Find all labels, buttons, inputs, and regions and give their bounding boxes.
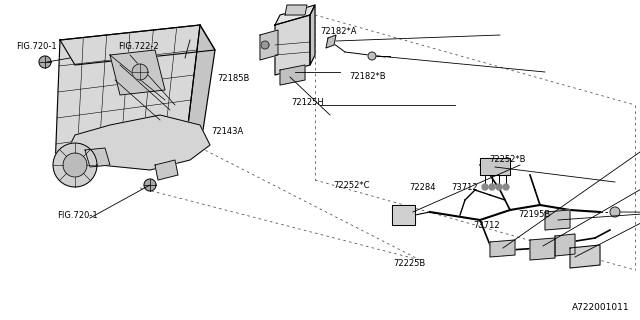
Polygon shape <box>489 184 495 190</box>
Text: 72143A: 72143A <box>211 127 243 136</box>
Polygon shape <box>503 184 509 190</box>
Text: 72252*C: 72252*C <box>333 181 369 190</box>
Text: 72225B: 72225B <box>394 260 426 268</box>
Polygon shape <box>63 153 87 177</box>
Text: A722001011: A722001011 <box>572 303 630 312</box>
Text: 73712: 73712 <box>451 183 478 192</box>
Polygon shape <box>490 240 515 257</box>
Polygon shape <box>310 5 315 65</box>
Text: 72182*B: 72182*B <box>349 72 385 81</box>
Polygon shape <box>155 160 178 180</box>
Polygon shape <box>261 41 269 49</box>
Polygon shape <box>496 184 502 190</box>
Polygon shape <box>275 5 315 25</box>
Polygon shape <box>144 179 156 191</box>
Polygon shape <box>610 207 620 217</box>
Text: 72252*B: 72252*B <box>490 156 526 164</box>
Polygon shape <box>70 115 210 170</box>
Polygon shape <box>392 205 415 225</box>
Polygon shape <box>482 184 488 190</box>
Polygon shape <box>280 65 305 85</box>
Text: 72284: 72284 <box>410 183 436 192</box>
Polygon shape <box>260 30 278 60</box>
Polygon shape <box>39 56 51 68</box>
Polygon shape <box>326 35 336 48</box>
Polygon shape <box>55 25 200 170</box>
Polygon shape <box>285 5 307 15</box>
Polygon shape <box>85 148 110 167</box>
Polygon shape <box>60 25 215 65</box>
Text: 73712: 73712 <box>474 221 500 230</box>
Polygon shape <box>480 158 510 175</box>
Text: FIG.720-1: FIG.720-1 <box>58 212 98 220</box>
Polygon shape <box>570 245 600 268</box>
Text: FIG.720-1: FIG.720-1 <box>16 42 56 51</box>
Text: FIG.722-2: FIG.722-2 <box>118 42 159 51</box>
Polygon shape <box>132 64 148 80</box>
Text: 72185B: 72185B <box>218 74 250 83</box>
Text: 72125H: 72125H <box>291 98 324 107</box>
Polygon shape <box>555 234 575 256</box>
Text: 72182*A: 72182*A <box>320 28 356 36</box>
Polygon shape <box>530 238 555 260</box>
Polygon shape <box>53 143 97 187</box>
Polygon shape <box>275 15 310 75</box>
Polygon shape <box>545 210 570 230</box>
Polygon shape <box>368 52 376 60</box>
Polygon shape <box>185 25 215 150</box>
Polygon shape <box>110 50 165 95</box>
Text: 72195B: 72195B <box>518 210 550 219</box>
